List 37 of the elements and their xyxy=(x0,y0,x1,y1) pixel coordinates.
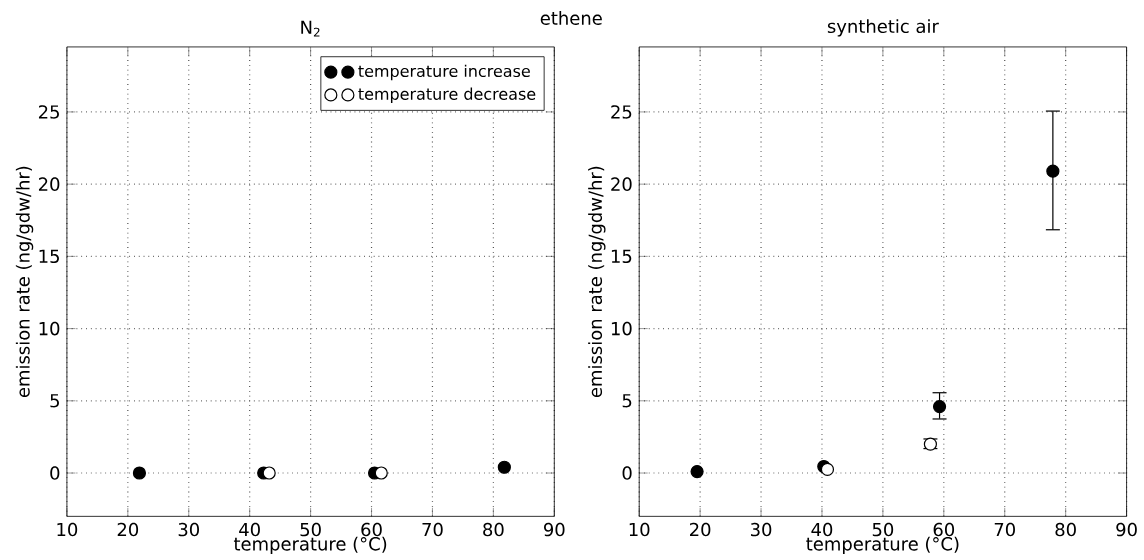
x-tick-label: 90 xyxy=(543,522,565,537)
y-tick-label: 10 xyxy=(39,321,60,336)
y-tick-label: 25 xyxy=(611,105,632,119)
chart-title: synthetic air xyxy=(827,19,939,37)
x-tick-label: 80 xyxy=(1055,522,1076,537)
y-tick-label: 0 xyxy=(622,466,632,480)
x-tick-label: 70 xyxy=(994,522,1015,537)
x-tick-label: 30 xyxy=(750,522,772,537)
x-tick-label: 80 xyxy=(483,522,504,537)
x-tick-label: 30 xyxy=(178,522,199,537)
y-axis-title: emission rate (ng/gdw/hr) xyxy=(15,166,34,398)
y-tick-label: 15 xyxy=(611,249,632,263)
y-tick-label: 25 xyxy=(38,105,59,119)
y-tick-label: 20 xyxy=(611,177,632,191)
x-tick-label: 20 xyxy=(117,522,139,537)
y-tick-label: 0 xyxy=(50,466,60,480)
y-tick-label: 15 xyxy=(39,249,59,263)
y-tick-label: 5 xyxy=(50,394,59,408)
x-axis-title: temperature (°C) xyxy=(233,536,387,555)
y-tick-label: 5 xyxy=(622,394,632,408)
x-tick-label: 60 xyxy=(361,522,382,537)
legend-label: temperature decrease xyxy=(358,87,536,103)
y-tick-label: 10 xyxy=(611,321,632,336)
x-tick-label: 40 xyxy=(811,522,833,537)
x-tick-label: 40 xyxy=(239,522,260,537)
x-axis-title: temperature (°C) xyxy=(806,536,959,555)
y-axis-title: emission rate (ng/gdw/hr) xyxy=(588,166,606,398)
x-tick-label: 20 xyxy=(690,522,711,537)
x-tick-label: 50 xyxy=(300,522,321,537)
chart-title: ethene xyxy=(540,10,602,25)
x-tick-label: 70 xyxy=(422,522,443,537)
legend-label: temperature increase xyxy=(358,64,530,81)
x-tick-label: 60 xyxy=(933,522,955,537)
chart-subtitle: N$_{2}$ xyxy=(301,20,320,37)
y-tick-label: 20 xyxy=(38,177,60,191)
x-tick-label: 50 xyxy=(872,522,894,537)
x-tick-label: 90 xyxy=(1116,522,1137,537)
